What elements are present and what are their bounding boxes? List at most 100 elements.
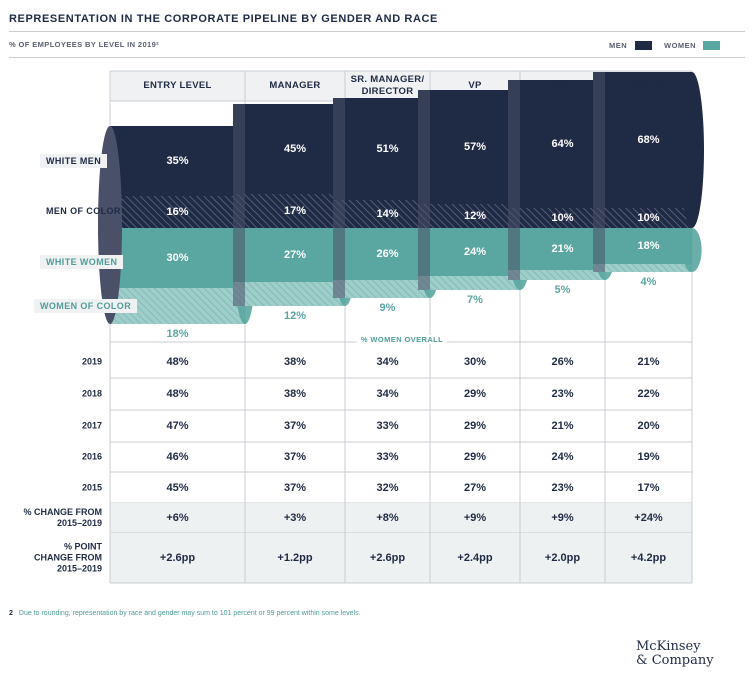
table-cell-vp-2: 29%: [463, 420, 487, 432]
table-cell-c-suite-5: +24%: [634, 512, 663, 524]
row-shade: [110, 533, 692, 583]
row-label-2: 2017: [81, 420, 102, 431]
row-label-3: 2016: [81, 451, 102, 462]
column-header-entry-level: ENTRY LEVEL: [143, 80, 212, 91]
table-cell-entry-level-5: +6%: [166, 512, 189, 524]
table-cell-sr-manager-director-0: 34%: [376, 356, 399, 368]
table-cell-entry-level-0: 48%: [166, 356, 189, 368]
bar-cap-men-c-suite: [680, 72, 704, 228]
table-cell-manager-3: 37%: [283, 451, 307, 463]
bar-white-women-c-suite: [593, 228, 692, 264]
label-manager-white-women: 27%: [283, 249, 307, 261]
table-cell-c-suite-4: 17%: [637, 481, 660, 494]
bar-white-men-entry-level: [110, 126, 245, 196]
bar-men-of-color-c-suite: [593, 208, 692, 228]
label-vp-women-of-color: 7%: [467, 294, 483, 306]
bar-white-men-sr-manager-director: [333, 98, 430, 200]
legend-men-swatch: [635, 41, 652, 50]
table-cell-c-suite-6: +4.2pp: [630, 552, 667, 564]
row-label-5: % CHANGE FROM 2015–2019: [23, 507, 103, 528]
bar-white-women-entry-level: [110, 228, 245, 288]
table-cell-svp-0: 26%: [551, 356, 574, 368]
subtitle-rule: [9, 57, 745, 58]
pipeline-bars: [98, 72, 704, 324]
legend-women-swatch: [703, 41, 720, 50]
table-cell-entry-level-1: 48%: [166, 388, 189, 400]
table-cell-manager-5: +3%: [283, 512, 307, 524]
bar-white-women-svp: [508, 228, 605, 270]
bar-women-of-color-sr-manager-director: [333, 280, 430, 298]
table-cell-sr-manager-director-2: 33%: [376, 420, 399, 432]
row-label-4: 2015: [81, 482, 102, 492]
table-grid: [109, 70, 693, 584]
label-c-suite-white-men: 68%: [637, 134, 660, 146]
label-manager-women-of-color: 12%: [283, 310, 307, 322]
segment-label-women-of-color: WOMEN OF COLOR: [34, 299, 138, 313]
table-cell-sr-manager-director-6: +2.6pp: [369, 552, 406, 564]
bar-white-women-sr-manager-director: [333, 228, 430, 280]
bar-shadow-sr-manager-director: [333, 98, 345, 298]
column-header-svp: SVP: [552, 80, 573, 91]
table-cell-vp-1: 29%: [463, 388, 487, 400]
table-cell-svp-6: +2.0pp: [544, 552, 581, 564]
bar-men-of-color-svp: [508, 208, 605, 228]
column-header-manager: MANAGER: [269, 80, 321, 91]
table-cell-manager-2: 37%: [283, 420, 307, 432]
segment-label-men-of-color: MEN OF COLOR: [40, 204, 127, 218]
table-cell-svp-5: +9%: [551, 512, 574, 524]
label-svp-men-of-color: 10%: [551, 212, 574, 224]
table-cell-entry-level-2: 47%: [166, 420, 189, 432]
label-svp-women-of-color: 5%: [554, 284, 571, 296]
column-header-sr-manager-director: SR. MANAGER/ DIRECTOR: [350, 74, 425, 97]
row-label-0: 2019: [81, 356, 102, 367]
label-c-suite-white-women: 18%: [637, 240, 660, 252]
bar-white-women-manager: [233, 228, 345, 282]
bar-men-of-color-sr-manager-director: [333, 200, 430, 228]
table-cell-c-suite-0: 21%: [637, 356, 660, 368]
chart-title: REPRESENTATION IN THE CORPORATE PIPELINE…: [9, 13, 438, 25]
table-cell-entry-level-6: +2.6pp: [159, 552, 196, 564]
table-cell-vp-0: 30%: [463, 356, 487, 368]
label-vp-white-men: 57%: [463, 141, 487, 153]
table-cell-c-suite-2: 20%: [637, 420, 660, 432]
bar-women-of-color-manager: [233, 282, 345, 306]
label-sr-manager-director-white-women: 26%: [376, 248, 399, 260]
segment-label-white-women: WHITE WOMEN: [40, 255, 124, 269]
label-vp-white-women: 24%: [463, 246, 487, 258]
bar-white-women-vp: [418, 228, 520, 276]
bar-men-of-color-manager: [233, 194, 345, 228]
label-vp-men-of-color: 12%: [463, 210, 487, 222]
table-cell-vp-3: 29%: [463, 451, 487, 463]
chart-subtitle: % OF EMPLOYEES BY LEVEL IN 2019²: [9, 40, 160, 49]
label-sr-manager-director-men-of-color: 14%: [376, 208, 399, 220]
table-cell-manager-4: 37%: [283, 481, 307, 494]
table-cell-sr-manager-director-1: 34%: [376, 388, 399, 400]
table-cell-entry-level-4: 45%: [166, 481, 189, 494]
footnote-number: 2: [9, 610, 13, 617]
bar-c-suite: [593, 72, 704, 272]
row-label-1: 2018: [81, 388, 102, 399]
bar-men-of-color-vp: [418, 204, 520, 228]
footnote-text: Due to rounding, representation by race …: [18, 610, 361, 617]
bar-white-men-c-suite: [593, 72, 692, 208]
logo-line-1: McKinsey: [636, 639, 701, 654]
table-cell-manager-0: 38%: [283, 356, 307, 368]
table-cell-sr-manager-director-3: 33%: [376, 451, 399, 463]
label-sr-manager-director-white-men: 51%: [376, 143, 399, 155]
label-manager-men-of-color: 17%: [283, 205, 307, 217]
table-cell-manager-6: +1.2pp: [277, 552, 313, 564]
bar-shadow-manager: [233, 104, 245, 306]
label-sr-manager-director-women-of-color: 9%: [379, 302, 396, 314]
table-cell-svp-4: 23%: [551, 481, 574, 494]
bar-white-men-vp: [418, 90, 520, 204]
label-manager-white-men: 45%: [283, 143, 307, 155]
table-cell-vp-6: +2.4pp: [457, 552, 493, 564]
row-label-6: % POINT CHANGE FROM 2015–2019: [34, 541, 102, 574]
table-cell-vp-5: +9%: [463, 512, 487, 524]
label-entry-level-women-of-color: 18%: [166, 328, 189, 340]
label-svp-white-men: 64%: [551, 138, 574, 150]
segment-label-white-men: WHITE MEN: [40, 154, 108, 168]
table-cell-entry-level-3: 46%: [166, 451, 189, 463]
label-c-suite-men-of-color: 10%: [637, 212, 660, 224]
